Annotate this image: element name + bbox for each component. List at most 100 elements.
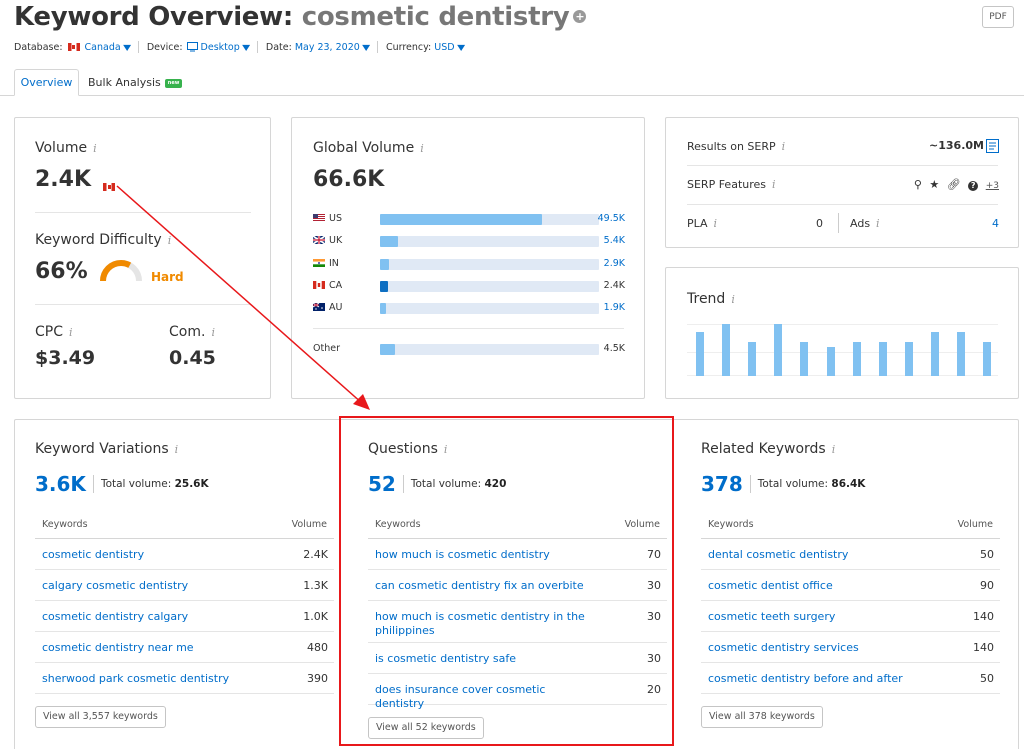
country-volume[interactable]: 49.5K [597,213,625,224]
info-icon[interactable]: i [831,443,836,456]
info-icon[interactable]: i [876,217,880,230]
keyword-link[interactable]: cosmetic dentistry calgary [42,610,189,623]
keyword-volume: 20 [647,683,661,696]
keyword-link[interactable]: can cosmetic dentistry fix an overbite [375,579,584,592]
info-icon[interactable]: i [731,293,735,306]
info-icon[interactable]: i [167,234,172,247]
keyword-link[interactable]: cosmetic dentistry before and after [708,672,903,685]
keyword-volume: 2.4K [303,548,328,561]
volume-bar-fill [380,236,398,248]
related-keywords-section: Related Keywords i 378 Total volume: 86.4K K… [680,419,1000,749]
info-icon[interactable]: i [772,178,776,191]
keyword-difficulty-label: Keyword Difficulty i [35,232,172,248]
country-code: AU [329,302,343,314]
table-row: can cosmetic dentistry fix an overbite 30 [368,570,667,601]
keyword-link[interactable]: how much is cosmetic dentistry in the ph… [375,610,585,637]
questions-view-all-button[interactable]: View all 52 keywords [368,717,484,739]
info-icon[interactable]: i [420,142,424,155]
country-volume[interactable]: 2.9K [603,257,625,269]
table-row: does insurance cover cosmetic dentistry 2… [368,674,667,710]
trend-bar [800,342,809,376]
country-code: Other [313,343,340,354]
chevron-down-icon[interactable]: ▼ [361,42,370,52]
keyword-link[interactable]: does insurance cover cosmetic dentistry [375,683,546,710]
serp-snapshot-icon[interactable] [986,139,999,153]
keyword-link[interactable]: how much is cosmetic dentistry [375,548,550,561]
cpc-value: $3.49 [35,347,96,369]
questions-count[interactable]: 52 [368,472,396,496]
ads-value[interactable]: 4 [992,217,999,230]
questions-col-volume: Volume [624,519,660,530]
keyword-difficulty-value: 66% [35,259,88,284]
global-volume-row-other: Other 4.5K [313,343,625,357]
table-row: cosmetic dentistry services 140 [701,632,1000,663]
star-icon: ★ [929,178,940,191]
keyword-volume: 390 [307,672,328,685]
keyword-volume: 140 [973,641,994,654]
device-filter[interactable]: Desktop [200,41,240,53]
keyword-volume: 70 [647,548,661,561]
keyword-link[interactable]: cosmetic dentistry services [708,641,859,654]
database-filter[interactable]: Canada [84,41,121,53]
date-filter[interactable]: May 23, 2020 [294,41,360,53]
keyword-volume: 50 [980,548,994,561]
country-flag-icon [312,235,326,247]
trend-card: Trend i [665,267,1019,399]
related-keywords-count[interactable]: 378 [701,472,743,496]
keyword-volume: 1.3K [303,579,328,592]
keyword-link[interactable]: sherwood park cosmetic dentistry [42,672,230,685]
info-icon[interactable]: i [713,217,718,230]
trend-bar [696,331,704,376]
chevron-down-icon[interactable]: ▼ [122,42,131,52]
country-volume[interactable]: 1.9K [603,302,625,314]
keyword-variations-total-volume: Total volume: 25.6K [100,478,209,490]
keyword-link[interactable]: cosmetic teeth surgery [708,610,836,623]
link-icon: 🔗︎ [946,178,961,191]
desktop-icon [186,42,198,52]
table-row: how much is cosmetic dentistry 70 [368,539,667,570]
keyword-link[interactable]: calgary cosmetic dentistry [42,579,189,592]
keyword-variations-col-volume: Volume [291,519,327,530]
currency-filter-label: Currency: [385,41,432,53]
country-volume[interactable]: 5.4K [603,235,625,247]
canada-flag-icon [67,43,80,51]
chevron-down-icon[interactable]: ▼ [241,42,250,52]
tab-overview[interactable]: Overview [14,69,79,96]
volume-bar-track [380,280,599,292]
page-title: Keyword Overview: cosmetic dentistry + [14,2,587,32]
keyword-link[interactable]: cosmetic dentistry [42,548,145,561]
table-row: cosmetic dentist office 90 [701,570,1000,601]
serp-features-more[interactable]: +3 [985,181,999,191]
info-icon[interactable]: i [93,142,97,155]
keyword-variations-count[interactable]: 3.6K [35,472,86,496]
questions-summary: 52 Total volume: 420 [368,472,506,496]
page-title-keyword: cosmetic dentistry [301,2,570,32]
keyword-link[interactable]: cosmetic dentist office [708,579,833,592]
keyword-link[interactable]: dental cosmetic dentistry [708,548,849,561]
info-icon[interactable]: i [781,140,786,153]
table-row: how much is cosmetic dentistry in the ph… [368,601,667,643]
volume-bar-track [380,344,599,355]
keyword-variations-label: Keyword Variations i [35,441,179,457]
volume-bar-fill [380,214,543,225]
global-volume-card: Global Volume i 66.6K US 49.5K UK 5.4K IN 2.9K… [291,117,645,399]
add-to-list-icon[interactable]: + [573,10,587,23]
keyword-link[interactable]: is cosmetic dentistry safe [375,652,516,665]
questions-highlight-box [339,416,674,746]
keyword-variations-view-all-button[interactable]: View all 3,557 keywords [35,706,166,728]
pdf-button[interactable]: PDF [982,6,1014,28]
info-icon[interactable]: i [443,443,448,456]
chevron-down-icon[interactable]: ▼ [456,42,465,52]
keyword-volume: 30 [647,610,661,623]
volume-bar-track [380,303,599,315]
table-row: sherwood park cosmetic dentistry 390 [35,663,334,694]
info-icon[interactable]: i [174,443,179,456]
serp-features-label: SERP Features i [687,178,776,191]
keyword-link[interactable]: cosmetic dentistry near me [42,641,194,654]
keyword-variations-section: Keyword Variations i 3.6K Total volume: 25.… [14,419,334,749]
info-icon[interactable]: i [69,326,73,339]
currency-filter[interactable]: USD [434,41,455,53]
tab-bulk-analysis[interactable]: Bulk Analysis new [88,69,183,96]
related-keywords-view-all-button[interactable]: View all 378 keywords [701,706,823,728]
info-icon[interactable]: i [211,326,215,339]
